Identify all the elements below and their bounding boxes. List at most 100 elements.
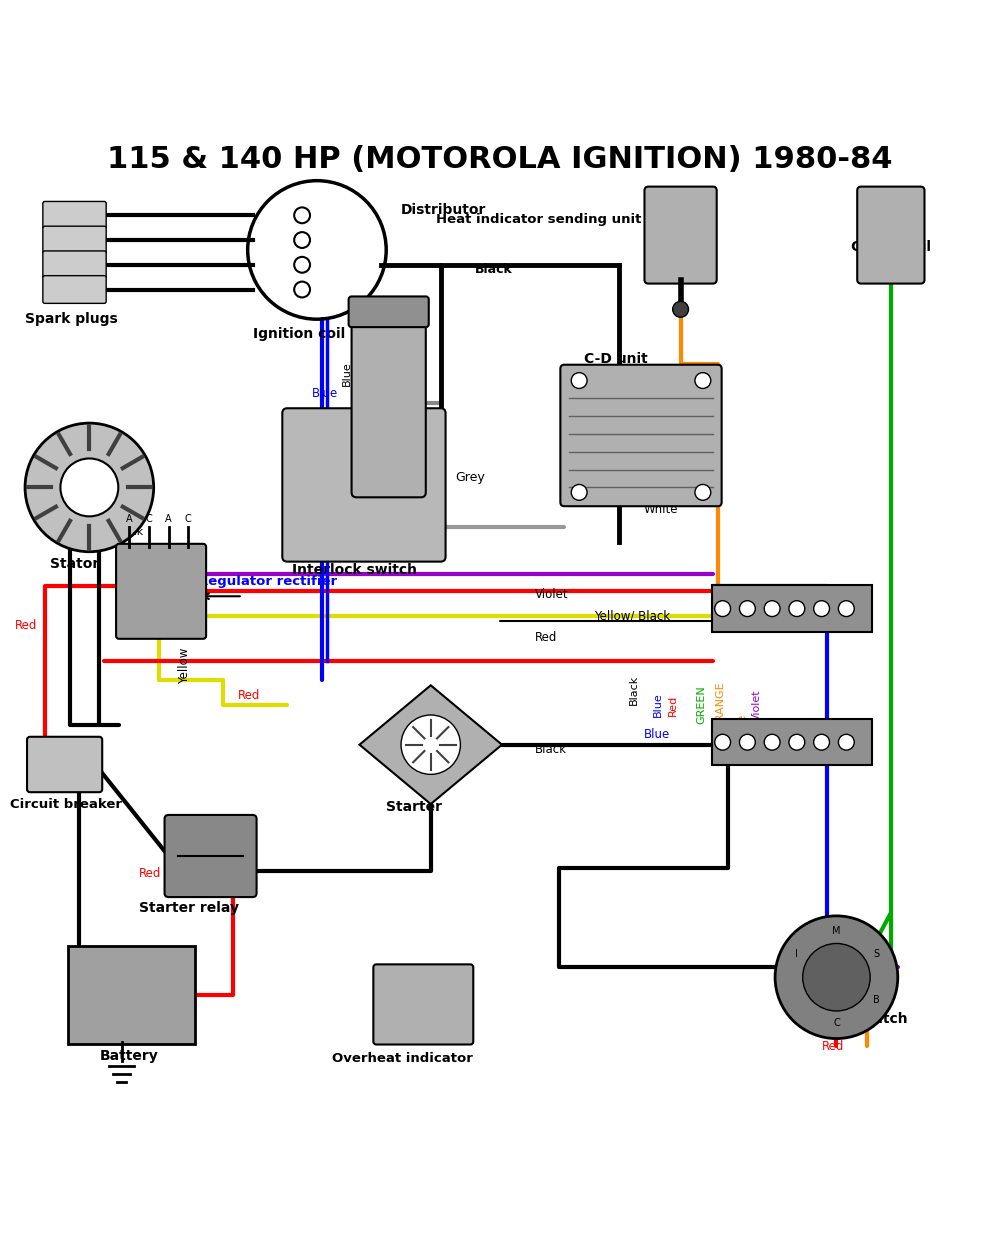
Text: S: S <box>873 949 879 959</box>
Circle shape <box>294 257 310 273</box>
Text: Red: Red <box>668 694 678 715</box>
FancyBboxPatch shape <box>43 201 106 230</box>
Circle shape <box>294 282 310 297</box>
Text: Battery: Battery <box>99 1049 158 1063</box>
Text: C: C <box>145 514 152 524</box>
FancyBboxPatch shape <box>165 815 257 897</box>
Text: Red: Red <box>139 867 161 879</box>
Circle shape <box>739 601 755 616</box>
Circle shape <box>401 715 460 774</box>
FancyBboxPatch shape <box>712 719 872 765</box>
Text: Choke coil: Choke coil <box>851 240 931 253</box>
Text: -: - <box>358 455 365 471</box>
Circle shape <box>695 373 711 389</box>
Text: Black: Black <box>535 743 567 756</box>
Text: A: A <box>126 514 132 524</box>
Text: Starter: Starter <box>386 800 442 814</box>
Text: +: + <box>165 958 182 976</box>
Text: Regulator rectifier: Regulator rectifier <box>198 575 337 587</box>
Text: Black: Black <box>75 527 105 537</box>
Text: Violet: Violet <box>752 689 762 720</box>
Text: Black: Black <box>366 442 376 473</box>
Circle shape <box>715 601 731 616</box>
Text: Orange: Orange <box>737 714 747 755</box>
FancyBboxPatch shape <box>857 186 924 283</box>
Text: Ignition coil: Ignition coil <box>253 327 345 342</box>
Text: 115 & 140 HP (MOTOROLA IGNITION) 1980-84: 115 & 140 HP (MOTOROLA IGNITION) 1980-84 <box>107 145 893 174</box>
Circle shape <box>775 915 898 1038</box>
FancyBboxPatch shape <box>349 297 429 327</box>
Text: Stator: Stator <box>50 556 99 570</box>
Text: White/black: White/black <box>374 370 384 436</box>
Text: Red: Red <box>238 689 260 702</box>
Text: ORANGE: ORANGE <box>716 682 726 729</box>
Text: B: B <box>873 995 880 1005</box>
Text: Red: Red <box>822 1040 844 1053</box>
Circle shape <box>60 458 118 517</box>
Polygon shape <box>359 686 502 804</box>
Circle shape <box>294 232 310 248</box>
Text: Starter relay: Starter relay <box>139 900 239 915</box>
Circle shape <box>764 734 780 750</box>
Text: White: White <box>643 503 678 515</box>
Circle shape <box>571 484 587 501</box>
FancyBboxPatch shape <box>352 319 426 497</box>
Text: GREEN: GREEN <box>696 686 706 724</box>
Text: C-D unit: C-D unit <box>584 351 648 366</box>
FancyBboxPatch shape <box>43 276 106 303</box>
Circle shape <box>789 734 805 750</box>
Text: Black: Black <box>475 263 513 276</box>
Circle shape <box>739 734 755 750</box>
Text: C: C <box>185 514 192 524</box>
FancyBboxPatch shape <box>644 186 717 283</box>
FancyBboxPatch shape <box>712 585 872 632</box>
Text: M: M <box>832 927 841 936</box>
Text: Black: Black <box>114 527 144 537</box>
Text: Overheat indicator: Overheat indicator <box>332 1052 473 1064</box>
Text: Red: Red <box>535 631 557 645</box>
Circle shape <box>789 601 805 616</box>
Text: Distributor: Distributor <box>401 204 486 217</box>
Circle shape <box>294 207 310 224</box>
Text: A: A <box>165 514 172 524</box>
Circle shape <box>803 944 870 1011</box>
Text: Yellow/ Black: Yellow/ Black <box>594 610 670 622</box>
Text: Yellow: Yellow <box>178 647 191 683</box>
Circle shape <box>571 373 587 389</box>
Text: Ignition switch: Ignition switch <box>792 1012 908 1026</box>
Circle shape <box>814 734 830 750</box>
Text: Grey: Grey <box>455 471 485 484</box>
Text: Black: Black <box>629 676 639 705</box>
Text: Interlock switch: Interlock switch <box>292 563 417 576</box>
FancyBboxPatch shape <box>43 226 106 253</box>
Text: Blue: Blue <box>312 388 338 400</box>
FancyBboxPatch shape <box>43 251 106 278</box>
Circle shape <box>695 484 711 501</box>
FancyBboxPatch shape <box>282 409 446 561</box>
FancyBboxPatch shape <box>27 737 102 792</box>
Text: Circuit breaker: Circuit breaker <box>10 797 122 811</box>
Text: White/black: White/black <box>396 375 406 441</box>
FancyBboxPatch shape <box>373 964 473 1045</box>
Circle shape <box>673 302 688 317</box>
Text: I: I <box>795 949 798 959</box>
FancyBboxPatch shape <box>116 544 206 638</box>
Text: +: + <box>407 455 419 471</box>
Circle shape <box>715 734 731 750</box>
Circle shape <box>838 734 854 750</box>
FancyBboxPatch shape <box>560 365 722 507</box>
Text: Violet: Violet <box>728 730 759 740</box>
FancyBboxPatch shape <box>68 945 195 1043</box>
Text: Spark plugs: Spark plugs <box>25 312 118 327</box>
Text: Heat indicator sending unit: Heat indicator sending unit <box>436 212 641 226</box>
Text: Blue: Blue <box>643 728 670 741</box>
Text: -: - <box>85 958 93 976</box>
Text: Red: Red <box>15 620 38 632</box>
Text: C: C <box>833 1018 840 1028</box>
Text: Blue: Blue <box>342 361 352 386</box>
Circle shape <box>25 424 154 551</box>
Circle shape <box>838 601 854 616</box>
Circle shape <box>764 601 780 616</box>
Text: Violet: Violet <box>535 587 568 601</box>
Text: Black: Black <box>406 447 419 478</box>
